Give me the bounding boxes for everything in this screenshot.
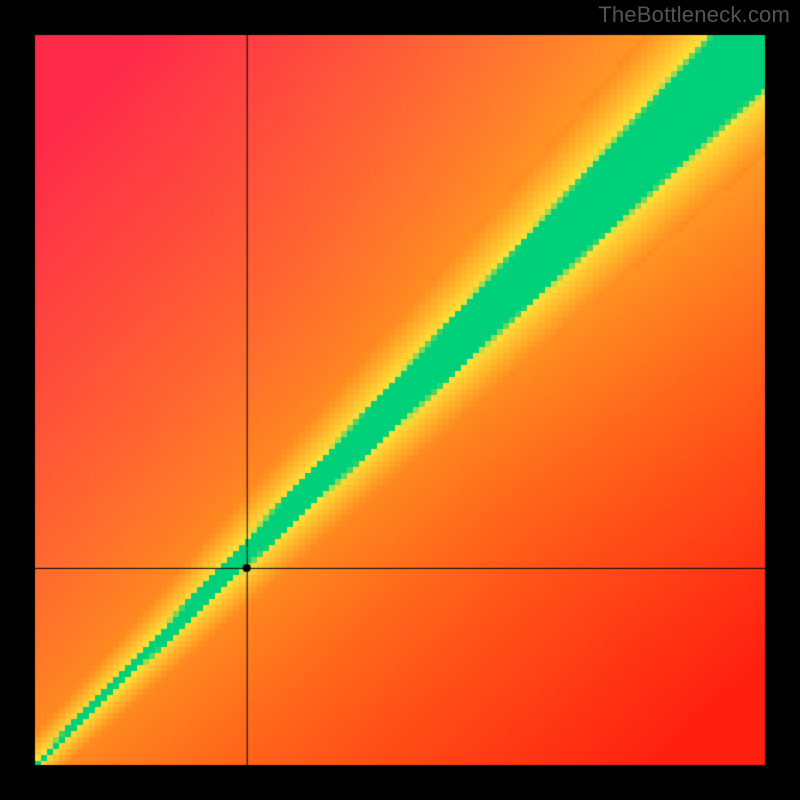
bottleneck-chart-container: TheBottleneck.com xyxy=(0,0,800,800)
watermark-label: TheBottleneck.com xyxy=(598,2,790,28)
heatmap-canvas xyxy=(0,0,800,800)
